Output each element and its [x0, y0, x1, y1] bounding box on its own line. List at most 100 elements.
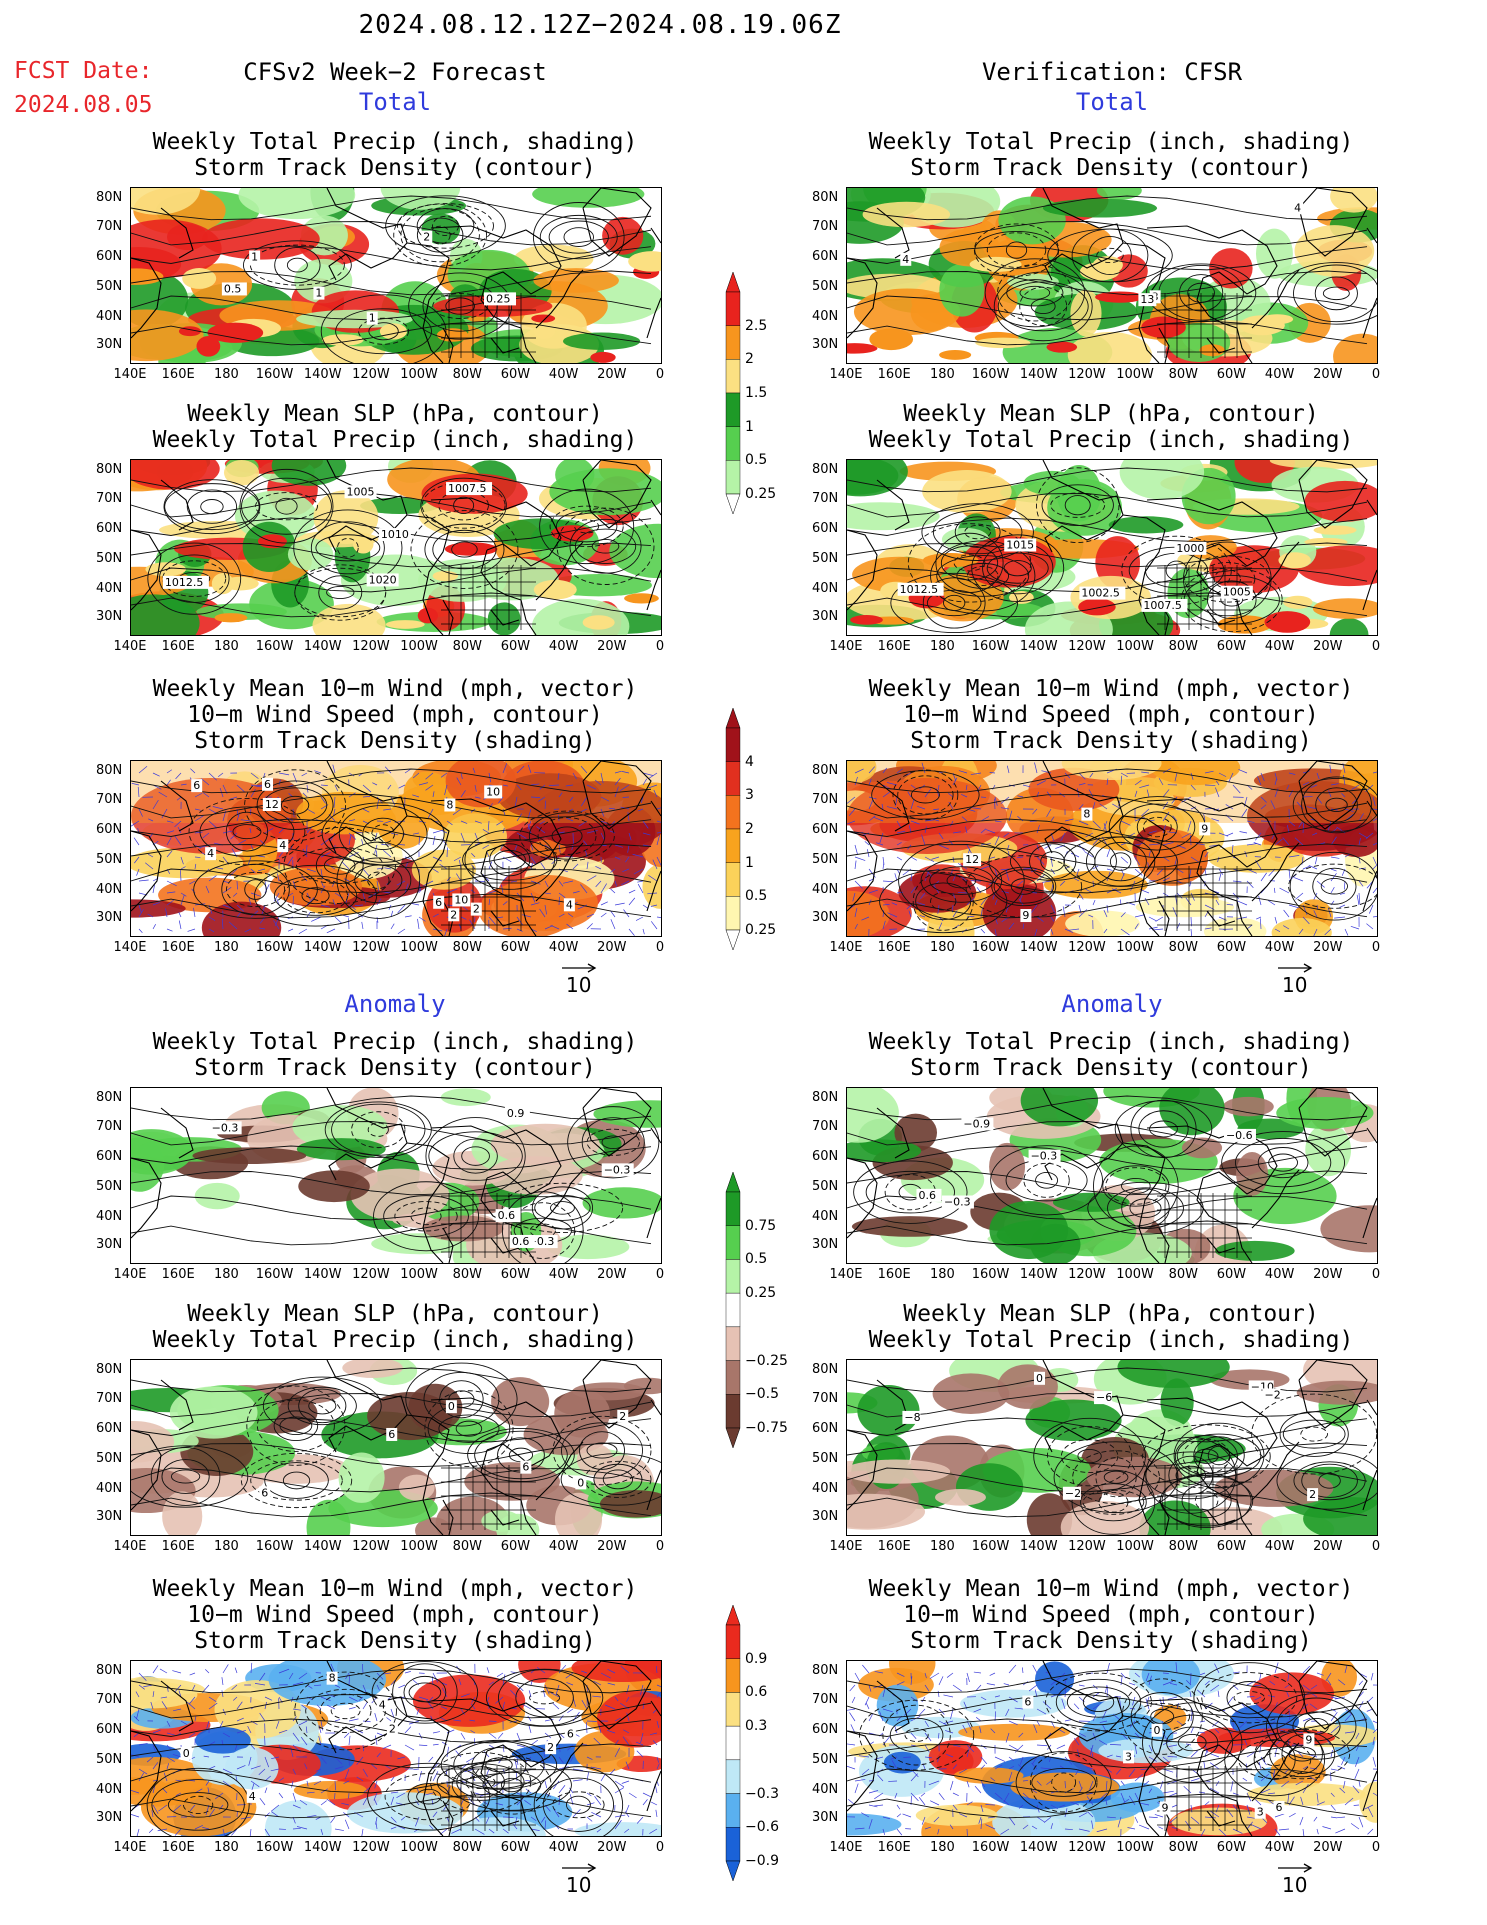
latitude-tick-label: 50N [812, 1450, 839, 1466]
longitude-tick-label: 100W [400, 940, 438, 955]
contour-label: 4 [902, 253, 909, 266]
longitude-tick-label: 20W [1313, 1840, 1343, 1855]
longitude-tick-label: 140E [113, 1267, 147, 1282]
forecast-column-header: CFSv2 Week−2 Forecast [243, 58, 547, 86]
longitude-tick-label: 140W [303, 1267, 342, 1282]
longitude-tick-label: 20W [597, 639, 627, 654]
contour-label: 1005 [347, 485, 375, 498]
longitude-tick-label: 20W [1313, 1539, 1343, 1554]
contour-label: −0.3 [1031, 1150, 1058, 1163]
longitude-tick-label: 0 [655, 367, 665, 382]
latitude-tick-label: 50N [812, 550, 839, 566]
contour-label: 0 [1154, 1724, 1161, 1737]
longitude-tick-label: 120W [352, 940, 390, 955]
longitude-tick-label: 160E [161, 1267, 195, 1282]
longitude-tick-label: 120W [352, 367, 390, 382]
latitude-tick-label: 40N [812, 1208, 839, 1224]
map-graphic-l2: 1007.5 1005 1010 1012.5 1020 [131, 460, 661, 635]
longitude-tick-label: 180 [929, 1539, 955, 1554]
contour-label: 6 [567, 1727, 574, 1740]
vector-reference-value: 10 [566, 973, 592, 997]
colorbar-label: 0.5 [745, 888, 768, 905]
longitude-tick-label: 100W [1116, 1539, 1154, 1554]
colorbar-label: 0.25 [745, 486, 777, 502]
contour-label: 6 [1276, 1801, 1283, 1814]
longitude-tick-label: 120W [1068, 1539, 1106, 1554]
longitude-tick-label: 0 [655, 1840, 665, 1855]
latitude-tick-label: 80N [96, 461, 123, 477]
contour-label: 2 [547, 1741, 554, 1754]
longitude-tick-label: 60W [500, 1840, 531, 1855]
longitude-tick-label: 40W [548, 940, 579, 955]
colorbar-label: 2.5 [745, 317, 768, 334]
longitude-tick-label: 120W [352, 1539, 390, 1554]
map-graphic-r4: −0.6 −0.3 −0.3 −0.9 0.6 [847, 1088, 1377, 1263]
longitude-tick-label: 160W [971, 1539, 1010, 1554]
latitude-tick-label: 40N [812, 580, 839, 596]
longitude-tick-label: 60W [500, 639, 531, 654]
latitude-tick-label: 30N [96, 1236, 123, 1252]
latitude-tick-label: 80N [812, 461, 839, 477]
longitude-tick-label: 140W [303, 367, 342, 382]
panel-title-l2-line-2: Weekly Total Precip (inch, shading) [152, 427, 638, 453]
contour-label: 4 [207, 847, 214, 860]
colorbar-anom-precip [725, 1172, 741, 1448]
latitude-tick-label: 50N [96, 1450, 123, 1466]
longitude-tick-label: 180 [929, 367, 955, 382]
longitude-tick-label: 80W [1168, 1539, 1198, 1554]
contour-label: 2 [450, 908, 457, 921]
panel-title-l3-line-2: 10−m Wind Speed (mph, contour) [187, 702, 603, 728]
latitude-tick-label: 60N [812, 822, 839, 837]
longitude-tick-label: 60W [500, 1267, 531, 1282]
colorbar-label: −0.5 [745, 1386, 779, 1403]
latitude-tick-label: 40N [812, 881, 839, 897]
contour-label: −2 [1264, 1388, 1280, 1401]
longitude-tick-label: 180 [213, 367, 239, 382]
section-label-anomaly-left: Anomaly [344, 990, 446, 1018]
vector-reference-value: 10 [1282, 1873, 1308, 1897]
contour-label: −8 [904, 1411, 920, 1424]
longitude-tick-label: 140W [1019, 639, 1058, 654]
longitude-tick-label: 80W [452, 367, 482, 382]
contour-label: 1 [251, 250, 258, 263]
longitude-tick-label: 160E [877, 639, 911, 654]
main-title: 2024.08.12.12Z−2024.08.19.06Z [358, 10, 842, 40]
contour-label: 1020 [369, 573, 397, 586]
contour-label: 10 [454, 893, 468, 906]
latitude-tick-label: 80N [96, 189, 123, 205]
longitude-tick-label: 20W [1313, 639, 1343, 654]
map-panel-r5: −10 −2 −6 −8 0 2 −2 [846, 1359, 1378, 1536]
panel-title-r5-line-2: Weekly Total Precip (inch, shading) [868, 1327, 1354, 1353]
longitude-tick-label: 180 [213, 1840, 239, 1855]
colorbar-label: 0.5 [745, 1251, 768, 1268]
latitude-tick-label: 30N [812, 909, 839, 925]
map-panel-l4: 0.6 −0.3 0.6 0.9 −0.3 −0.3 [130, 1087, 662, 1264]
forecast-date-value: 2024.08.05 [14, 92, 153, 118]
colorbar-label: −0.25 [745, 1352, 788, 1369]
latitude-tick-label: 30N [96, 608, 123, 624]
longitude-tick-label: 0 [1371, 1267, 1381, 1282]
longitude-tick-label: 80W [452, 1840, 482, 1855]
latitude-tick-label: 60N [96, 822, 123, 837]
panel-title-r6-line-1: Weekly Mean 10−m Wind (mph, vector) [868, 1576, 1354, 1602]
contour-label: −0.3 [212, 1121, 239, 1134]
contour-label: 4 [279, 839, 286, 852]
colorbar-label: 3 [745, 787, 754, 804]
contour-label: 0.6 [512, 1235, 530, 1248]
map-graphic-r5: −10−2−6−802−2 [847, 1360, 1377, 1535]
longitude-tick-label: 120W [1068, 1267, 1106, 1282]
contour-label: 4 [379, 1698, 386, 1711]
longitude-tick-label: 180 [213, 1267, 239, 1282]
map-graphic-r3: 9 8 12 9 [847, 761, 1377, 936]
longitude-tick-label: 140W [303, 639, 342, 654]
contour-label: 2 [473, 903, 480, 916]
latitude-tick-label: 50N [812, 278, 839, 294]
longitude-tick-label: 40W [1264, 1539, 1295, 1554]
colorbar-label: 4 [745, 753, 754, 770]
latitude-tick-label: 50N [812, 1751, 839, 1767]
contour-label: 6 [264, 778, 271, 791]
latitude-tick-label: 50N [96, 1178, 123, 1194]
latitude-tick-label: 70N [812, 1119, 839, 1135]
contour-label: 9 [1305, 1733, 1312, 1746]
